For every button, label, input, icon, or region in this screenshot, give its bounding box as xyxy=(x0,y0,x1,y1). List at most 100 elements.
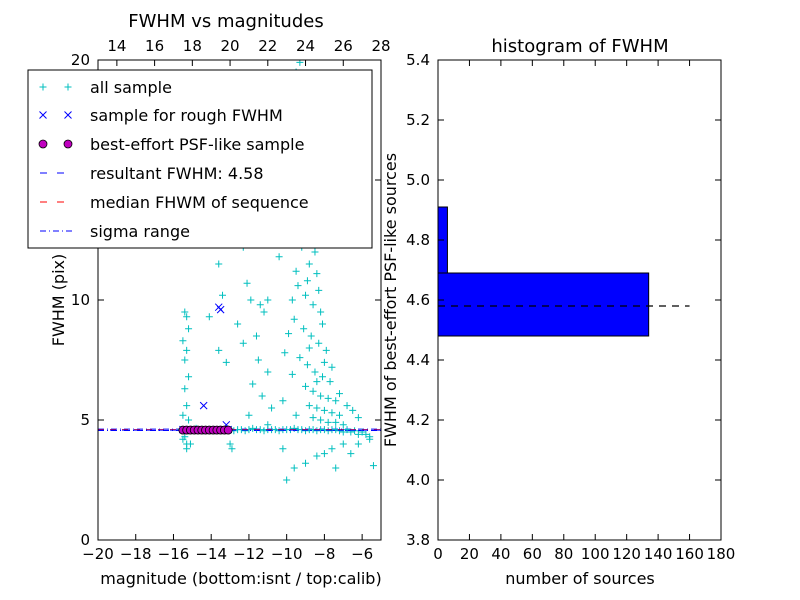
all-sample-point xyxy=(307,332,315,340)
all-sample-point xyxy=(313,427,321,435)
scatter-x-tick-label: −18 xyxy=(120,545,152,563)
all-sample-point xyxy=(309,414,317,422)
all-sample-point xyxy=(328,363,336,371)
all-sample-point xyxy=(324,394,332,402)
all-sample-point xyxy=(181,433,189,441)
legend-entry: median FHWM of sequence xyxy=(40,193,309,212)
legend-entry: sample for rough FWHM xyxy=(39,106,283,125)
scatter-x-tick-label: −6 xyxy=(351,545,373,563)
all-sample-point xyxy=(313,404,321,412)
scatter-y-tick-label: 5 xyxy=(80,411,90,429)
histogram-marks xyxy=(437,206,690,337)
all-sample-point xyxy=(317,308,325,316)
scatter-top-tick-label: 28 xyxy=(371,37,390,55)
scatter-top-tick-label: 18 xyxy=(183,37,202,55)
scatter-top-tick-label: 20 xyxy=(221,37,240,55)
all-sample-point xyxy=(320,406,328,414)
all-sample-point xyxy=(362,430,370,438)
all-sample-point xyxy=(205,313,213,321)
all-sample-point xyxy=(226,440,234,448)
all-sample-point xyxy=(292,267,300,275)
all-sample-point xyxy=(181,308,189,316)
all-sample-point xyxy=(311,248,319,256)
all-sample-point xyxy=(351,427,359,435)
all-sample-point xyxy=(319,373,327,381)
legend-label: sample for rough FWHM xyxy=(90,106,283,125)
histogram-bar xyxy=(437,272,650,337)
legend-label: all sample xyxy=(90,78,172,97)
all-sample-point xyxy=(349,406,357,414)
legend-plus-marker xyxy=(64,83,72,91)
all-sample-point xyxy=(324,427,332,435)
all-sample-point xyxy=(320,450,328,458)
all-sample-point xyxy=(283,476,291,484)
legend-entry: sigma range xyxy=(40,222,190,241)
all-sample-point xyxy=(354,440,362,448)
all-sample-point xyxy=(222,358,230,366)
all-sample-point xyxy=(290,464,298,472)
scatter-x-tick-label: −8 xyxy=(313,545,335,563)
scatter-y-tick-label: 20 xyxy=(71,51,90,69)
all-sample-point xyxy=(181,356,189,364)
all-sample-point xyxy=(320,358,328,366)
scatter-top-tick-label: 16 xyxy=(145,37,164,55)
all-sample-point xyxy=(335,411,343,419)
all-sample-point xyxy=(281,349,289,357)
all-sample-point xyxy=(319,320,327,328)
best-effort-point xyxy=(223,425,233,435)
all-sample-point xyxy=(343,402,351,410)
all-sample-point xyxy=(249,380,257,388)
histogram-panel: histogram of FWHM 0 20 40 60 80 100 120 140 160 1… xyxy=(381,36,735,588)
all-sample-point xyxy=(219,291,227,299)
all-sample-point xyxy=(315,286,323,294)
all-sample-point xyxy=(309,387,317,395)
scatter-x-tick-label: −16 xyxy=(158,545,190,563)
all-sample-point xyxy=(366,435,374,443)
scatter-panel: FWHM vs magnitudes −20 −18 −16 −14 −12 −10 −8−… xyxy=(27,11,391,588)
all-sample-point xyxy=(302,291,310,299)
all-sample-point xyxy=(313,270,321,278)
all-sample-point xyxy=(268,404,276,412)
scatter-top-tick-label: 26 xyxy=(334,37,353,55)
all-sample-point xyxy=(369,462,377,470)
all-sample-point xyxy=(317,392,325,400)
scatter-x-tick-label: −10 xyxy=(271,545,303,563)
all-sample-point xyxy=(275,427,283,435)
all-sample-point xyxy=(183,445,191,453)
scatter-top-tick-label: 22 xyxy=(258,37,277,55)
all-sample-point xyxy=(234,320,242,328)
scatter-y-axis-label: FWHM (pix) xyxy=(49,254,68,347)
all-sample-point xyxy=(322,346,330,354)
scatter-y-tick-label: 0 xyxy=(80,531,90,549)
all-sample-point xyxy=(185,416,193,424)
legend-x-marker xyxy=(64,111,72,119)
legend-plus-marker xyxy=(39,83,47,91)
histogram-y-tick-label: 5.0 xyxy=(406,171,430,189)
all-sample-point xyxy=(292,411,300,419)
all-sample-point xyxy=(241,427,249,435)
all-sample-point xyxy=(303,361,311,369)
histogram-y-tick-label: 4.4 xyxy=(406,351,430,369)
all-sample-point xyxy=(335,390,343,398)
all-sample-point xyxy=(324,418,332,426)
all-sample-point xyxy=(185,373,193,381)
all-sample-point xyxy=(309,301,317,309)
all-sample-point xyxy=(243,279,251,287)
histogram-y-axis-label: FWHM of best-effort PSF-like sources xyxy=(381,153,400,447)
rough-sample-point xyxy=(216,305,225,314)
all-sample-point xyxy=(181,385,189,393)
histogram-y-tick-label: 4.2 xyxy=(406,411,430,429)
all-sample-point xyxy=(252,332,260,340)
all-sample-point xyxy=(290,424,298,432)
all-sample-point xyxy=(311,368,319,376)
all-sample-point xyxy=(303,277,311,285)
histogram-x-tick-label: 80 xyxy=(554,545,573,563)
all-sample-point xyxy=(335,427,343,435)
all-sample-point xyxy=(326,378,334,386)
all-sample-point xyxy=(245,411,253,419)
all-sample-point xyxy=(256,301,264,309)
legend-label: resultant FWHM: 4.58 xyxy=(90,164,264,183)
all-sample-point xyxy=(271,426,279,434)
histogram-x-tick-label: 180 xyxy=(707,545,736,563)
histogram-y-tick-label: 5.2 xyxy=(406,111,430,129)
